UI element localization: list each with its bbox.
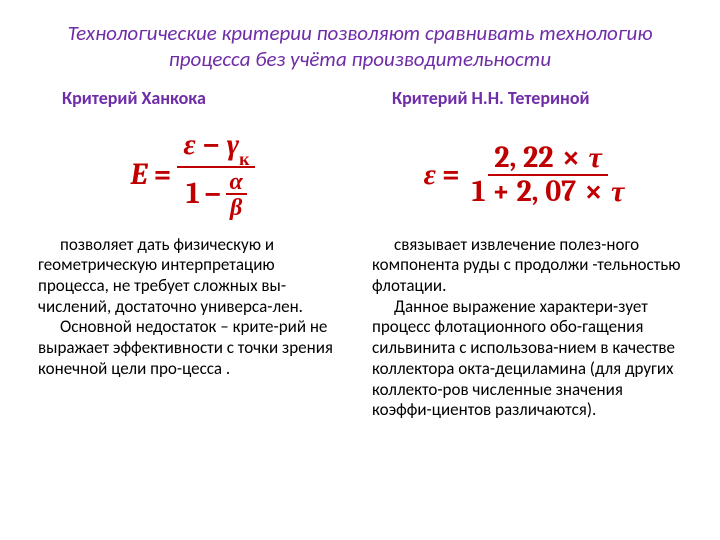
den-inner-frac: α β bbox=[226, 169, 247, 219]
right-column: Критерий Н.Н. Тетериной ε = 2, 22 × τ 1 … bbox=[372, 87, 682, 422]
left-formula: E = ε − γк 1 − α β bbox=[38, 115, 348, 235]
formula-eq-r: = bbox=[442, 160, 460, 190]
left-body: позволяет дать физическую и геометрическ… bbox=[38, 235, 348, 380]
formula-lhs-r: ε bbox=[424, 160, 436, 190]
right-subtitle: Критерий Н.Н. Тетериной bbox=[372, 87, 682, 109]
inner-den: β bbox=[226, 195, 246, 219]
formula-fraction-r: 2, 22 × τ 1 + 2, 07 × τ bbox=[466, 142, 631, 208]
left-subtitle: Критерий Ханкока bbox=[38, 87, 348, 109]
right-p2: Данное выражение характери-зует процесс … bbox=[372, 297, 682, 421]
formula-lhs: E bbox=[131, 160, 148, 190]
left-p1: позволяет дать физическую и геометрическ… bbox=[38, 235, 348, 318]
columns: Критерий Ханкока E = ε − γк 1 − α β bbox=[38, 87, 682, 422]
formula-eq: = bbox=[154, 160, 172, 190]
den-one-r: 1 bbox=[472, 174, 486, 209]
right-p1: связывает извлечение полез-ного компонен… bbox=[372, 235, 682, 297]
left-column: Критерий Ханкока E = ε − γк 1 − α β bbox=[38, 87, 348, 422]
den-plus: + bbox=[492, 174, 510, 209]
formula-fraction: ε − γк 1 − α β bbox=[177, 129, 255, 220]
right-formula: ε = 2, 22 × τ 1 + 2, 07 × τ bbox=[372, 115, 682, 235]
num-minus: − bbox=[202, 127, 220, 162]
num-222: 2, 22 bbox=[494, 140, 553, 175]
den-207: 2, 07 bbox=[516, 174, 576, 209]
den-one: 1 bbox=[186, 179, 200, 209]
den-tau: τ bbox=[611, 174, 624, 209]
den-minus: − bbox=[204, 179, 222, 209]
num-eps: ε bbox=[183, 127, 195, 162]
right-body: связывает извлечение полез-ного компонен… bbox=[372, 235, 682, 422]
inner-num: α bbox=[226, 169, 247, 195]
num-tau: τ bbox=[588, 140, 601, 175]
page-title: Технологические критерии позволяют сравн… bbox=[38, 20, 682, 73]
num-gamma-sub: к bbox=[239, 149, 249, 170]
den-times: × bbox=[583, 174, 605, 209]
num-times: × bbox=[560, 140, 582, 175]
num-gamma: γ bbox=[227, 127, 239, 162]
left-p2: Основной недостаток – крите-рий не выраж… bbox=[38, 317, 348, 379]
